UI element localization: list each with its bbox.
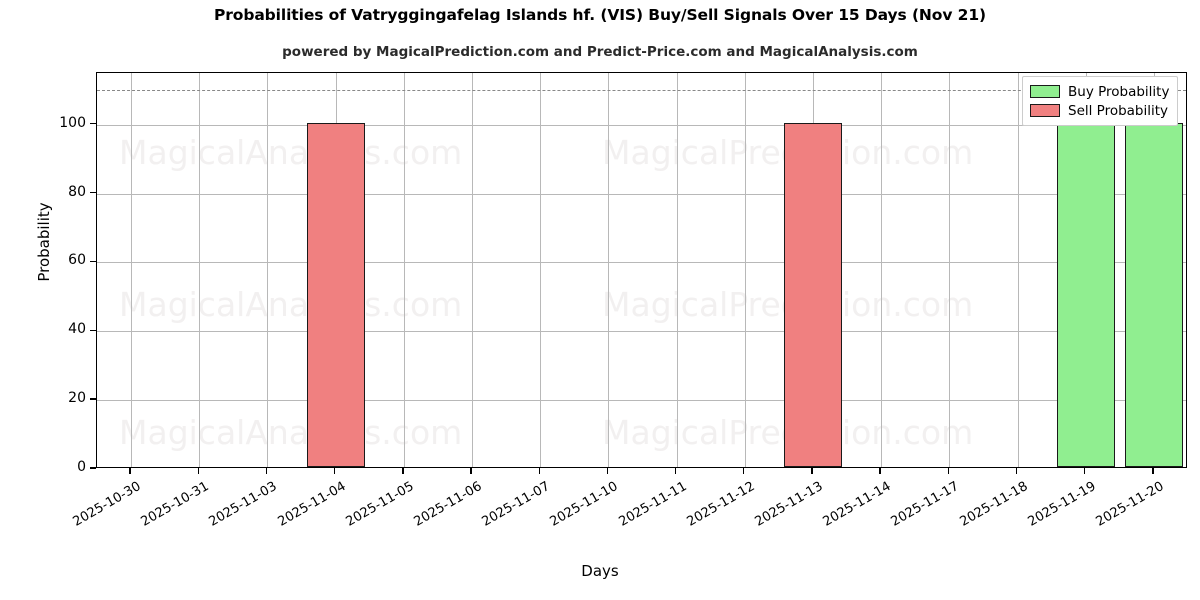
page-title: Probabilities of Vatryggingafelag Island… [213, 6, 987, 24]
bar[interactable] [1056, 122, 1115, 467]
x-tick-mark [606, 468, 609, 474]
x-tick-mark [1015, 468, 1018, 474]
x-tick-mark [470, 468, 472, 474]
gridline-vertical [881, 73, 883, 467]
gridline-vertical [608, 73, 610, 467]
y-tick-label: 100 [59, 114, 86, 131]
legend-item[interactable]: Sell Probability [1030, 101, 1169, 120]
gridline-vertical [472, 73, 474, 467]
bar[interactable] [783, 122, 842, 467]
watermark-text: MagicalAnalysis.com [119, 133, 463, 172]
x-tick-mark [197, 468, 199, 474]
watermark-text: MagicalAnalysis.com [119, 413, 463, 452]
y-tick-mark [90, 467, 96, 469]
y-tick-mark [90, 191, 96, 194]
gridline-horizontal [97, 400, 1186, 402]
legend-label: Buy Probability [1068, 83, 1170, 100]
x-tick-mark [333, 468, 336, 474]
gridline-horizontal [97, 331, 1186, 333]
x-tick-mark [811, 468, 813, 474]
y-axis-label: Probability [35, 202, 53, 282]
gridline-vertical [676, 73, 678, 467]
x-axis-label: Days [581, 562, 619, 580]
watermark-text: MagicalAnalysis.com [119, 285, 463, 324]
gridline-horizontal [97, 193, 1186, 195]
x-tick-mark [538, 468, 540, 474]
x-tick-mark [947, 468, 950, 474]
chart-subtitle: powered by MagicalPrediction.com and Pre… [282, 44, 918, 60]
bar[interactable] [1124, 122, 1183, 467]
bar[interactable] [306, 122, 365, 467]
legend-label: Sell Probability [1068, 102, 1169, 119]
gridline-vertical [403, 73, 405, 467]
x-tick-mark [1084, 468, 1086, 474]
legend-swatch-icon [1030, 104, 1060, 117]
y-tick-mark [90, 260, 96, 263]
plot-area: MagicalAnalysis.comMagicalPrediction.com… [96, 72, 1187, 468]
gridline-vertical [199, 73, 201, 467]
gridline-horizontal [97, 262, 1186, 264]
gridline-horizontal [97, 124, 1186, 126]
y-tick-mark [90, 122, 96, 125]
y-tick-mark [90, 398, 96, 400]
gridline-vertical [131, 73, 133, 467]
chart-legend: Buy Probability Sell Probability [1022, 76, 1179, 126]
gridline-vertical [1017, 73, 1019, 467]
x-tick-mark [129, 468, 131, 474]
legend-swatch-icon [1030, 85, 1060, 98]
y-tick-label: 20 [68, 390, 86, 407]
x-tick-mark [402, 468, 404, 474]
gridline-vertical [744, 73, 746, 467]
gridline-vertical [540, 73, 542, 467]
x-tick-mark [674, 468, 677, 474]
y-tick-label: 0 [77, 459, 86, 475]
x-tick-mark [1152, 468, 1154, 474]
y-tick-label: 40 [68, 321, 86, 338]
x-tick-mark [265, 468, 268, 474]
y-tick-label: 80 [68, 183, 86, 200]
gridline-vertical [267, 73, 269, 467]
y-tick-label: 60 [68, 252, 86, 269]
x-tick-mark [743, 468, 745, 474]
threshold-dashed-line [97, 90, 1186, 92]
gridline-vertical [949, 73, 951, 467]
legend-item[interactable]: Buy Probability [1030, 82, 1169, 101]
x-tick-mark [879, 468, 881, 474]
y-tick-mark [90, 329, 96, 331]
